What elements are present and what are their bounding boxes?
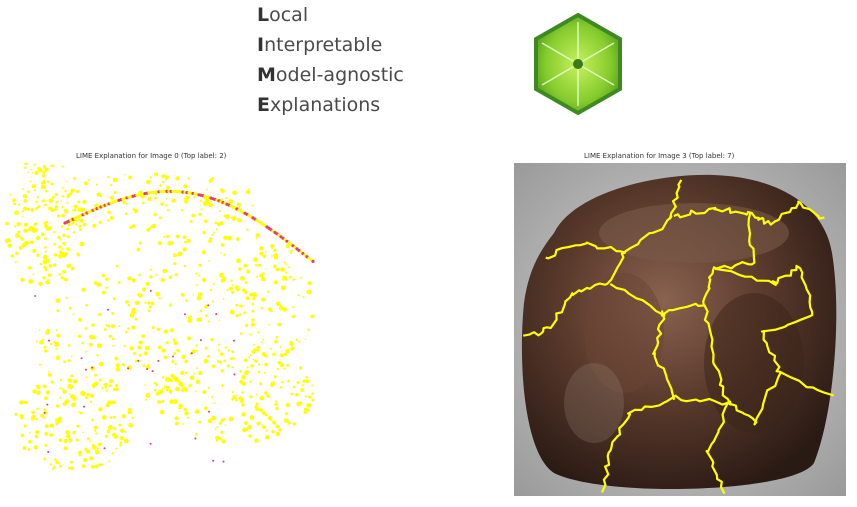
lime-explanation-image-3: [514, 163, 846, 496]
panel-title-image-0: LIME Explanation for Image 0 (Top label:…: [76, 152, 227, 160]
acronym-line-explanations: Explanations: [257, 94, 381, 116]
acronym-line-interpretable: Interpretable: [257, 34, 383, 56]
lime-acronym: Local Interpretable Model-agnostic Expla…: [257, 0, 404, 120]
panel-title-image-3: LIME Explanation for Image 3 (Top label:…: [584, 152, 735, 160]
acronym-line-local: Local: [257, 4, 309, 26]
lime-slice-hexagon-icon: [534, 12, 622, 116]
acronym-line-model-agnostic: Model-agnostic: [257, 64, 404, 86]
lime-explanation-image-0: [5, 163, 315, 471]
